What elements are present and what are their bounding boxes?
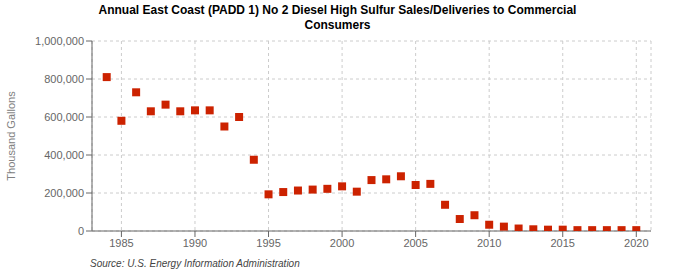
svg-text:1990: 1990: [183, 237, 207, 249]
html-text:Annual East Coast (PADD 1) No: Annual East Coast (PADD 1) No 2 Diesel H…: [98, 3, 577, 17]
svg-text:1,000,000: 1,000,000: [35, 35, 84, 47]
svg-text:200,000: 200,000: [44, 187, 84, 199]
svg-text:2020: 2020: [624, 237, 648, 249]
svg-text:400,000: 400,000: [44, 149, 84, 161]
svg-text:1985: 1985: [109, 237, 133, 249]
svg-text:0: 0: [78, 225, 84, 237]
svg-text:Thousand Gallons: Thousand Gallons: [8, 91, 17, 181]
svg-text:2005: 2005: [403, 237, 427, 249]
svg-text:600,000: 600,000: [44, 111, 84, 123]
svg-text:800,000: 800,000: [44, 73, 84, 85]
svg-text:2015: 2015: [550, 237, 574, 249]
html-text:Consumers: Consumers: [304, 18, 371, 32]
svg-text:1995: 1995: [256, 237, 280, 249]
html-text:Source: U.S. Energy Informatio: Source: U.S. Energy Information Administ…: [90, 258, 300, 269]
svg-text:2010: 2010: [477, 237, 501, 249]
svg-text:2000: 2000: [330, 237, 354, 249]
